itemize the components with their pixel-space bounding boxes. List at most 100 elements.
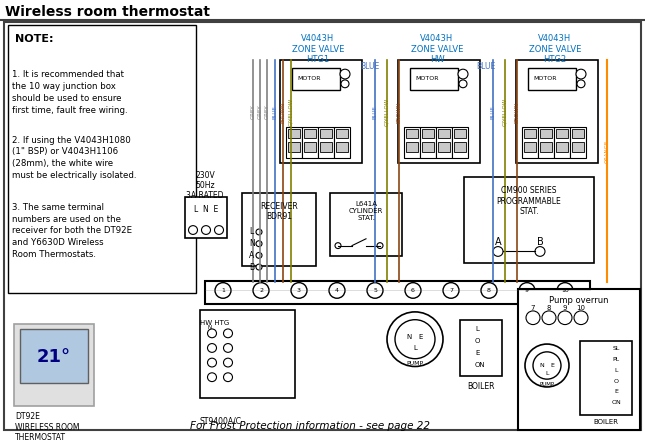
Circle shape <box>577 80 585 88</box>
Circle shape <box>458 69 468 79</box>
Circle shape <box>340 69 350 79</box>
Bar <box>242 193 316 266</box>
Bar <box>410 68 458 90</box>
Text: ON: ON <box>475 362 486 367</box>
Circle shape <box>377 243 383 249</box>
Bar <box>452 127 468 158</box>
Text: 9: 9 <box>562 305 567 311</box>
Bar <box>516 60 598 163</box>
Text: MOTOR: MOTOR <box>415 76 439 81</box>
Circle shape <box>224 373 232 382</box>
Text: ON: ON <box>611 400 621 405</box>
Text: ORANGE: ORANGE <box>604 139 610 163</box>
Bar <box>438 142 450 152</box>
Circle shape <box>405 283 421 298</box>
Text: SL: SL <box>612 346 620 351</box>
Text: L: L <box>545 371 549 376</box>
Text: RECEIVER
BDR91: RECEIVER BDR91 <box>260 202 298 221</box>
Text: MOTOR: MOTOR <box>533 76 557 81</box>
Text: 9: 9 <box>525 288 529 293</box>
Text: BLUE: BLUE <box>272 105 277 119</box>
Text: E: E <box>550 363 554 368</box>
Text: B: B <box>249 262 254 272</box>
Text: BLUE: BLUE <box>373 105 377 119</box>
Bar <box>330 193 402 256</box>
Bar <box>320 129 332 139</box>
Circle shape <box>224 329 232 338</box>
Bar <box>422 142 434 152</box>
Bar <box>20 329 88 383</box>
Bar <box>580 341 632 415</box>
Bar <box>524 142 536 152</box>
Text: 1: 1 <box>221 288 225 293</box>
Text: PUMP: PUMP <box>406 361 424 366</box>
Bar <box>518 288 640 430</box>
Bar <box>302 127 318 158</box>
Text: 10: 10 <box>577 305 586 311</box>
Circle shape <box>558 311 572 325</box>
Bar <box>454 142 466 152</box>
Text: A: A <box>249 251 254 260</box>
Text: CM900 SERIES
PROGRAMMABLE
STAT.: CM900 SERIES PROGRAMMABLE STAT. <box>497 186 561 216</box>
Text: E: E <box>614 389 618 394</box>
Text: ST9400A/C: ST9400A/C <box>200 416 242 425</box>
Circle shape <box>208 329 217 338</box>
Text: L: L <box>614 368 618 373</box>
Text: BROWN: BROWN <box>281 101 286 123</box>
Circle shape <box>535 247 545 256</box>
Bar <box>524 129 536 139</box>
Circle shape <box>208 373 217 382</box>
Text: E: E <box>475 350 479 356</box>
Bar <box>556 129 568 139</box>
Circle shape <box>341 80 349 88</box>
Bar <box>438 129 450 139</box>
Text: 2: 2 <box>259 288 263 293</box>
Text: BLUE: BLUE <box>477 62 495 71</box>
Bar <box>406 129 418 139</box>
Text: BLUE: BLUE <box>361 62 380 71</box>
Text: L: L <box>475 326 479 333</box>
Bar <box>280 60 362 163</box>
Text: 230V
50Hz
3A RATED: 230V 50Hz 3A RATED <box>186 171 224 200</box>
Text: O: O <box>475 338 481 344</box>
Text: 5: 5 <box>373 288 377 293</box>
Text: GREY: GREY <box>250 105 255 119</box>
Bar <box>454 129 466 139</box>
Circle shape <box>367 283 383 298</box>
Bar <box>336 129 348 139</box>
Bar <box>422 129 434 139</box>
Text: A: A <box>495 237 501 247</box>
Bar <box>318 127 334 158</box>
Text: L  N  E: L N E <box>194 205 218 214</box>
Bar <box>320 142 332 152</box>
Circle shape <box>329 283 345 298</box>
Circle shape <box>519 283 535 298</box>
Text: V4043H
ZONE VALVE
HTG1: V4043H ZONE VALVE HTG1 <box>292 34 344 64</box>
Bar <box>420 127 436 158</box>
Text: 7: 7 <box>531 305 535 311</box>
Circle shape <box>208 344 217 352</box>
Text: For Frost Protection information - see page 22: For Frost Protection information - see p… <box>190 421 430 431</box>
Circle shape <box>533 352 561 379</box>
Bar <box>538 127 554 158</box>
Text: G/YELLOW: G/YELLOW <box>288 98 293 126</box>
Circle shape <box>215 226 224 234</box>
Text: 8: 8 <box>547 305 551 311</box>
Text: N: N <box>406 334 412 340</box>
Text: 10: 10 <box>561 288 569 293</box>
Bar <box>288 142 300 152</box>
Circle shape <box>526 311 540 325</box>
Text: V4043H
ZONE VALVE
HW: V4043H ZONE VALVE HW <box>411 34 463 64</box>
Circle shape <box>525 344 569 387</box>
Circle shape <box>387 312 443 367</box>
Circle shape <box>481 283 497 298</box>
Circle shape <box>201 226 210 234</box>
Bar <box>200 310 295 398</box>
Text: BOILER: BOILER <box>467 382 495 391</box>
Bar <box>464 177 594 263</box>
Text: BROWN: BROWN <box>397 101 401 123</box>
Bar <box>528 68 576 90</box>
Bar <box>540 129 552 139</box>
Circle shape <box>256 229 262 235</box>
Bar <box>304 142 316 152</box>
